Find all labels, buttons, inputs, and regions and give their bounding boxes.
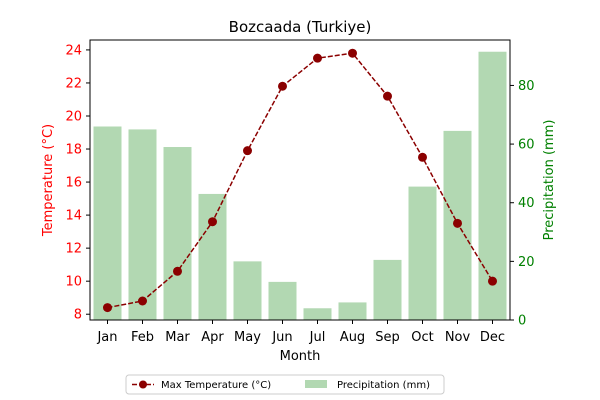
legend-label-temperature: Max Temperature (°C) (161, 380, 271, 391)
y-axis-right-title: Precipitation (mm) (542, 120, 557, 241)
x-tick-label: Jan (96, 330, 117, 345)
y-left-tick-label: 18 (65, 143, 82, 158)
x-tick-label: Feb (131, 330, 154, 345)
y-left-tick-label: 20 (65, 109, 82, 124)
x-tick-label: Dec (480, 330, 505, 345)
x-tick-label: Nov (445, 330, 471, 345)
bar-precipitation-jun (268, 281, 297, 320)
plot-frame (89, 39, 511, 321)
point-temperature-oct (418, 152, 427, 162)
y-right-tick-label: 80 (518, 79, 535, 94)
x-tick-label: Apr (201, 330, 224, 345)
x-axis: Jan Feb Mar Apr May Jun Jul Aug Sep Oct Nov Dec (96, 320, 505, 345)
point-temperature-feb (138, 296, 147, 306)
y-right-tick-label: 40 (518, 196, 535, 211)
x-tick-label: Sep (375, 330, 400, 345)
point-temperature-mar (173, 266, 182, 276)
bar-precipitation-feb (128, 129, 157, 320)
point-temperature-apr (208, 217, 217, 227)
bar-precipitation-oct (408, 186, 437, 320)
bar-precipitation-jul (303, 308, 332, 320)
y-left-tick-label: 8 (74, 308, 82, 323)
legend-frame (125, 374, 445, 395)
y-left-tick-label: 14 (65, 209, 82, 224)
precipitation-bars (93, 51, 507, 320)
y-left-tick-label: 10 (65, 275, 82, 290)
y-axis-left: 8 10 12 14 16 18 20 22 24 (65, 43, 90, 323)
y-left-tick-label: 24 (65, 43, 82, 58)
point-temperature-jun (278, 81, 287, 91)
legend: Max Temperature (°C) Precipitation (mm) (125, 374, 445, 395)
legend-label-precipitation: Precipitation (mm) (337, 380, 430, 391)
y-axis-right: 0 20 40 60 80 (510, 79, 535, 329)
y-axis-left-title: Temperature (°C) (41, 124, 56, 237)
x-tick-label: May (234, 330, 261, 345)
x-tick-label: Jul (309, 330, 326, 345)
y-left-tick-label: 12 (65, 242, 82, 257)
temperature-line-path (107, 52, 494, 309)
bar-precipitation-aug (338, 302, 367, 320)
y-right-tick-label: 20 (518, 255, 535, 270)
chart-title: Bozcaada (Turkiye) (229, 18, 372, 36)
y-right-tick-label: 60 (518, 138, 535, 153)
point-temperature-jan (103, 303, 112, 313)
x-tick-label: Aug (340, 330, 365, 345)
point-temperature-jul (313, 53, 322, 63)
bar-precipitation-dec (478, 51, 507, 320)
legend-marker-swatch (139, 380, 147, 389)
point-temperature-sep (383, 91, 392, 101)
x-tick-label: Mar (165, 330, 190, 345)
bar-precipitation-jan (93, 126, 122, 320)
bar-precipitation-may (233, 261, 262, 320)
bar-precipitation-apr (198, 193, 227, 320)
point-temperature-dec (488, 276, 497, 286)
y-left-tick-label: 16 (65, 176, 82, 191)
point-temperature-may (243, 146, 252, 156)
point-temperature-aug (348, 48, 357, 58)
x-tick-label: Jun (271, 330, 292, 345)
y-right-tick-label: 0 (518, 314, 526, 329)
x-tick-label: Oct (411, 330, 433, 345)
temperature-line (103, 48, 497, 313)
bar-precipitation-mar (163, 147, 192, 320)
point-temperature-nov (453, 218, 462, 228)
x-axis-title: Month (280, 349, 321, 364)
y-left-tick-label: 22 (65, 76, 82, 91)
legend-bar-swatch (305, 380, 327, 388)
bar-precipitation-sep (373, 259, 402, 320)
